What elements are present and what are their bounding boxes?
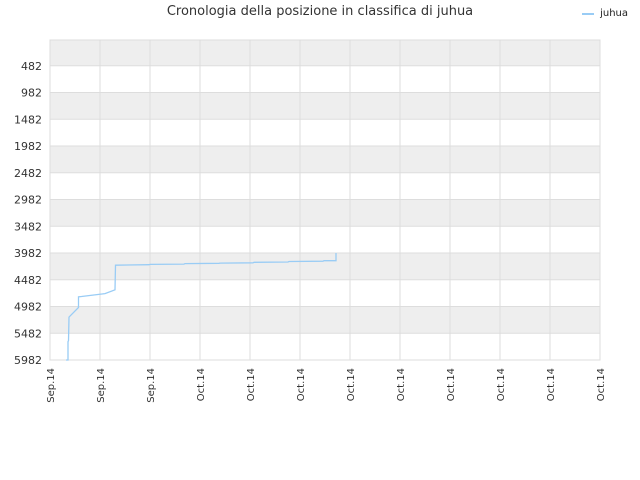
x-tick-label: Sep.14 — [96, 368, 107, 403]
background-band — [50, 92, 600, 120]
y-tick-label: 1482 — [14, 113, 42, 126]
x-axis: Sep.14 Sep.14 Sep.14 Oct.14 Oct.14 Oct.14 Oct.… — [46, 368, 607, 403]
y-tick-label: 2982 — [14, 194, 42, 207]
x-tick-label: Oct.14 — [246, 368, 257, 401]
x-tick-label: Oct.14 — [596, 368, 607, 401]
gridlines — [49, 39, 601, 361]
background-band — [50, 253, 600, 280]
y-tick-label: 2482 — [14, 167, 42, 180]
x-tick-label: Oct.14 — [196, 368, 207, 401]
x-tick-label: Sep.14 — [146, 368, 157, 403]
background-bands — [50, 40, 600, 360]
y-tick-label: 5482 — [14, 327, 42, 340]
y-tick-label: 3482 — [14, 220, 42, 233]
background-band — [50, 172, 600, 200]
background-band — [50, 279, 600, 307]
background-band — [50, 226, 600, 254]
y-tick-label: 4482 — [14, 274, 42, 287]
series-layer — [66, 253, 337, 361]
y-tick-label: 982 — [21, 87, 42, 100]
background-band — [50, 306, 600, 334]
x-tick-label: Oct.14 — [396, 368, 407, 401]
x-tick-label: Sep.14 — [46, 368, 57, 403]
x-tick-label: Oct.14 — [446, 368, 457, 401]
background-band — [50, 119, 600, 147]
y-tick-label: 4982 — [14, 301, 42, 314]
background-band — [50, 199, 600, 227]
x-tick-label: Oct.14 — [346, 368, 357, 401]
background-band — [50, 65, 600, 93]
y-tick-label: 5982 — [14, 354, 42, 367]
legend-swatch — [582, 12, 595, 15]
y-axis: 482 982 1482 1982 2482 2982 3482 3982 4482 4982 54… — [14, 60, 42, 367]
plot-border — [49, 39, 601, 361]
background-band — [50, 40, 600, 66]
legend: juhua — [582, 8, 628, 19]
x-tick-label: Oct.14 — [496, 368, 507, 401]
background-band — [50, 146, 600, 173]
x-tick-label: Oct.14 — [546, 368, 557, 401]
legend-label-juhua: juhua — [600, 8, 628, 19]
x-tick-label: Oct.14 — [296, 368, 307, 401]
y-tick-label: 1982 — [14, 140, 42, 153]
y-tick-label: 3982 — [14, 247, 42, 260]
chart-title: Cronologia della posizione in classifica… — [166, 4, 474, 19]
background-band — [50, 333, 600, 360]
series-line-juhua — [66, 253, 337, 361]
y-tick-label: 482 — [21, 60, 42, 73]
